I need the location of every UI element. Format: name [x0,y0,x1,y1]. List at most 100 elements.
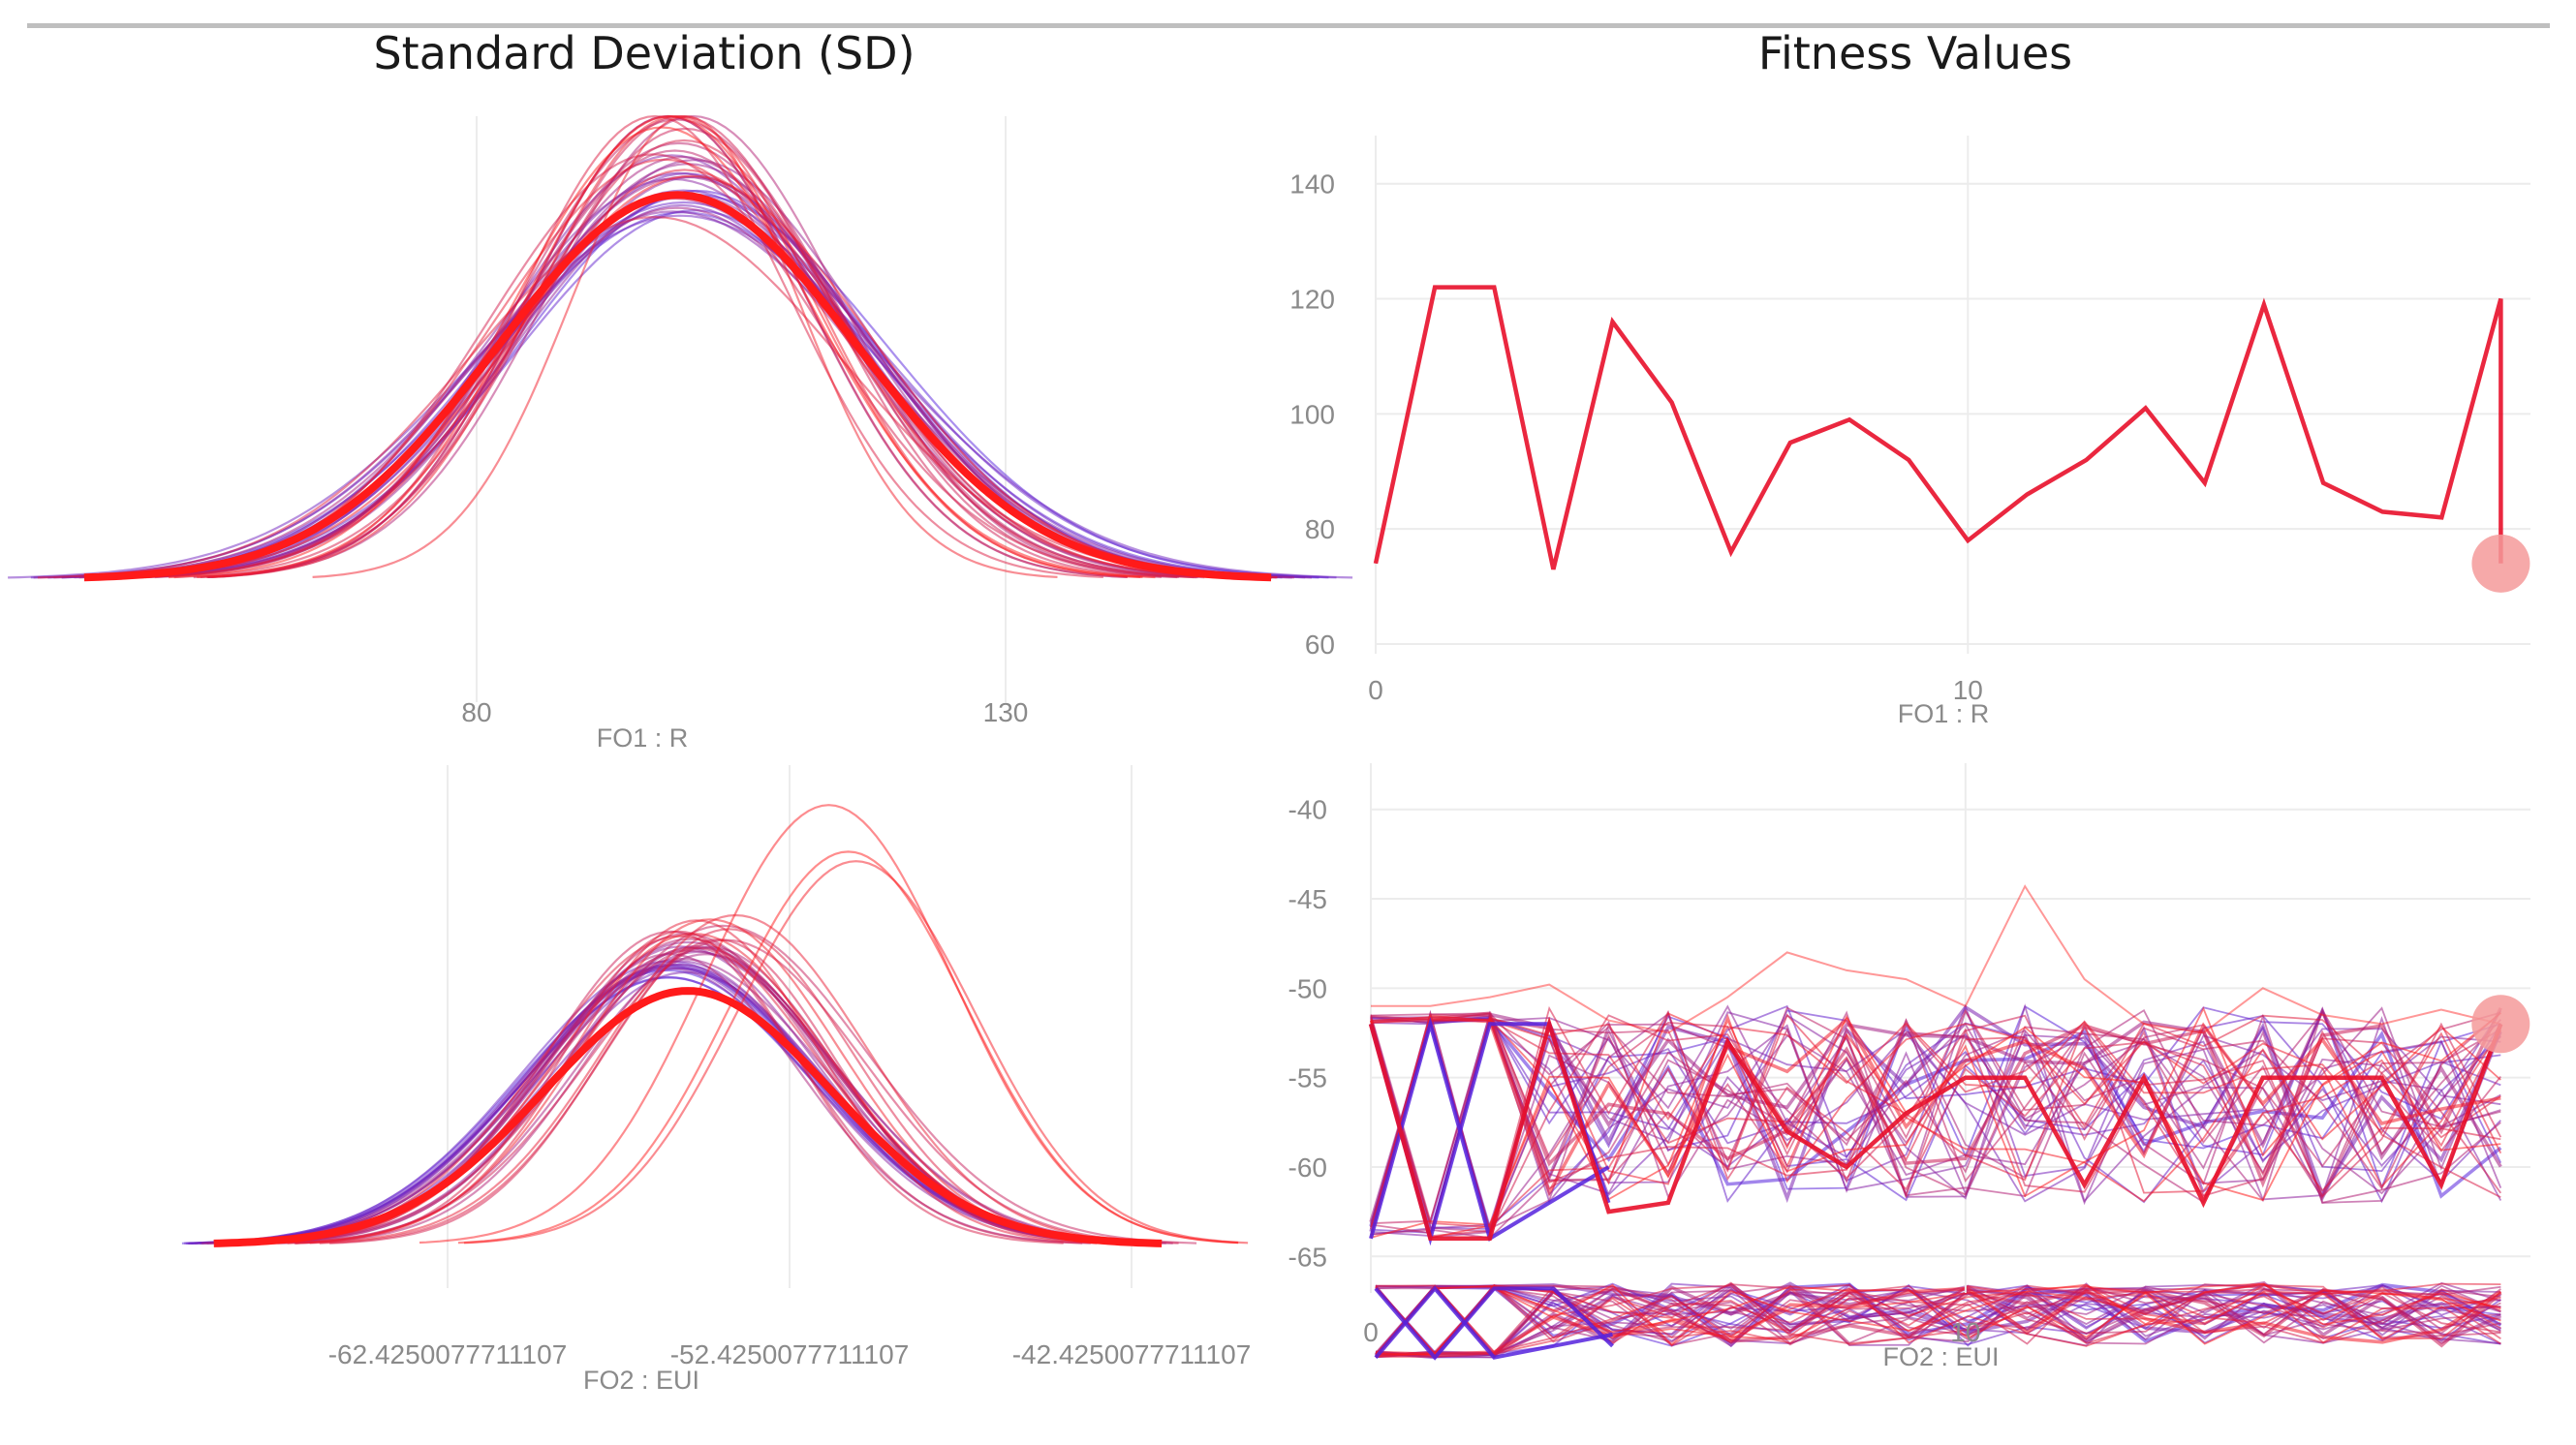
sd-x-tick-label: -52.4250077711107 [670,1339,910,1369]
sd-density-curve [206,114,1179,578]
fitness-line [1375,1283,2501,1359]
fitness-y-tick-label: -45 [1288,884,1327,914]
fitness-y-tick-label: -55 [1288,1063,1327,1093]
fitness-line [1370,1010,2501,1204]
sd-density-curve [53,197,1295,579]
fitness-x-axis-label: FO1 : R [1898,699,1990,728]
fitness-line [1375,1285,2501,1357]
fitness-line [1375,1286,2502,1357]
sd-density-curve [295,930,1064,1245]
sd-curves [8,114,1353,582]
fitness-x-tick-label: 10 [1953,675,1983,705]
sd-x-tick-label: 80 [461,697,491,727]
sd-density-curve [30,200,1337,579]
sd-x-axis-label: FO2 : EUI [583,1366,699,1395]
sd-fo2-chart: -62.4250077711107 -52.4250077711107 -42.42… [181,765,1252,1395]
fitness-line [1370,1010,2502,1203]
top-divider [27,23,2550,28]
sd-density-curve [33,210,1313,579]
fitness-line [1370,1010,2502,1237]
sd-density-curve [197,114,1143,578]
sd-panel-title: Standard Deviation (SD) [373,27,916,79]
fitness-series [1373,285,2503,1361]
fitness-series [1368,884,2503,1246]
sd-density-curve [95,158,1234,579]
fitness-line [1370,1012,2502,1199]
sd-density-curve [457,850,1239,1245]
sd-x-axis-label: FO1 : R [597,723,689,753]
fitness-highlight-line [1373,285,2503,570]
sd-density-curve [37,215,1272,579]
sd-density-curve [61,193,1329,579]
sd-density-curve [96,171,1260,579]
sd-density-curve [186,976,1152,1245]
fitness-y-tick-label: 100 [1289,399,1335,429]
fitness-line [1370,1013,2502,1229]
sd-density-curve [319,928,1139,1245]
fitness-y-tick-label: -65 [1288,1242,1327,1272]
fitness-line [1370,1019,2501,1239]
fitness-y-tick-label: 60 [1305,630,1335,660]
fitness-y-tick-label: 80 [1305,514,1335,544]
fitness-line [1370,1016,2501,1233]
sd-x-tick-label: 130 [983,697,1029,727]
sd-density-curve [111,189,1283,579]
fitness-best-marker [2471,534,2530,593]
fitness-line [1369,1006,2502,1223]
sd-density-curve [74,177,1272,579]
fitness-x-tick-label: 0 [1368,675,1383,705]
fitness-line [1370,1005,2501,1238]
sd-density-curve [47,211,1319,579]
sd-density-curve [216,967,1145,1245]
fitness-x-tick-label: 0 [1363,1317,1379,1347]
sd-density-curve [199,964,1144,1245]
fitness-line [1376,1284,2501,1354]
sd-density-curve [115,193,1261,579]
fitness-y-tick-label: -50 [1288,973,1327,1003]
sd-highlight-curve [83,191,1272,582]
sd-density-curve [188,975,1148,1245]
sd-density-curve [195,965,1143,1245]
fitness-line [1375,1286,2501,1359]
sd-highlight-curve [213,987,1163,1247]
sd-density-curve [103,172,1269,579]
fitness-line [1370,1016,2502,1239]
fitness-line [1375,1282,2501,1357]
sd-density-curve [61,189,1306,579]
sd-density-curve [312,114,1058,578]
sd-curves [181,804,1249,1247]
sd-density-curve [96,208,1292,579]
sd-density-curve [91,175,1278,579]
sd-density-curve [201,967,1134,1245]
fitness-panel-title: Fitness Values [1757,27,2073,79]
fitness-outlier-line [1371,884,2501,1034]
fitness-line [1370,1012,2501,1239]
fitness-early-line [1374,1286,1614,1361]
sd-x-tick-label: -42.4250077711107 [1012,1339,1252,1369]
fitness-best-marker [2471,995,2530,1054]
sd-density-curve [227,935,1133,1245]
fitness-y-tick-label: 140 [1289,169,1335,200]
fitness-y-tick-label: -40 [1288,795,1327,825]
fitness-x-axis-label: FO2 : EUI [1882,1342,1999,1371]
fitness-y-tick-label: 120 [1289,285,1335,315]
sd-density-curve [8,214,1353,579]
fitness-grid [1375,136,2530,654]
sd-density-curve [463,860,1249,1245]
sd-density-curve [181,968,1153,1245]
sd-density-curve [248,924,1197,1245]
sd-density-curve [122,175,1263,579]
sd-density-curve [90,203,1273,579]
fitness-highlight-line [1368,1016,2503,1242]
fitness-early-line [1374,1285,1613,1360]
sd-density-curve [173,138,1195,579]
sd-density-curve [138,159,1252,579]
fitness-line [1370,1006,2501,1235]
fitness-line [1375,1281,2501,1356]
sd-density-curve [78,206,1277,579]
fitness-line [1370,1004,2502,1228]
sd-fo1-chart: 80 130 FO1 : R [8,114,1353,753]
fitness-x-tick-label: 10 [1950,1317,1980,1347]
